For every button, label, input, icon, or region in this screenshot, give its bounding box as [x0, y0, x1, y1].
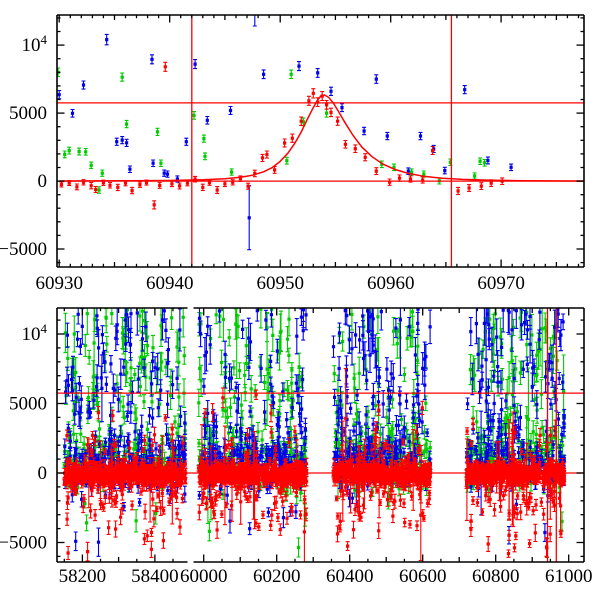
bottom-panel-y-label: 5000: [9, 394, 47, 415]
top-panel-y-label: −5000: [0, 239, 47, 260]
bottom-panel-scatter-red: [62, 368, 567, 562]
bottom-panel-x-label: 60400: [326, 566, 374, 587]
top-panel-scatter-red: [59, 61, 505, 210]
top-panel-scatter-blue: [57, 15, 514, 251]
bottom-panel-x-label: 60600: [399, 566, 447, 587]
bottom-panel-x-label: 58200: [59, 566, 107, 587]
bottom-panel-x-label: 60800: [472, 566, 520, 587]
top-panel-x-label: 60960: [367, 273, 415, 294]
top-panel-ticks: [57, 15, 584, 267]
bottom-panel-ticks: [57, 308, 584, 562]
bottom-panel-x-label: 58400: [131, 566, 179, 587]
top-panel-x-label: 60930: [35, 273, 83, 294]
bottom-panel-y-label: 104: [22, 321, 48, 345]
bottom-panel-x-label: 61000: [545, 566, 593, 587]
top-panel-x-label: 60940: [146, 273, 194, 294]
bottom-panel-scatter-green: [62, 308, 567, 558]
bottom-panel-y-label: 0: [38, 463, 48, 484]
bottom-panel: 58200 58400 60000 60200 60400 60600 60800 61000…: [0, 307, 592, 587]
top-panel-y-label: 0: [38, 171, 48, 192]
top-panel: 60930 60940 60950 60960 60970 −5000 0 5000 104: [0, 14, 585, 294]
top-panel-frame: [56, 14, 585, 268]
bottom-panel-data: [62, 308, 567, 562]
top-panel-tick-labels: 60930 60940 60950 60960 60970 −5000 0 5000 104: [0, 32, 525, 294]
top-panel-guide-lines: [57, 15, 584, 267]
top-panel-model-curve: [59, 94, 584, 182]
bottom-panel-x-label: 60000: [180, 566, 228, 587]
top-panel-x-label: 60970: [477, 273, 525, 294]
top-panel-data: [57, 15, 584, 251]
bottom-panel-tick-labels: 58200 58400 60000 60200 60400 60600 60800 61000…: [0, 321, 592, 587]
bottom-panel-guide-lines: [57, 308, 584, 562]
top-panel-x-label: 60950: [256, 273, 304, 294]
bottom-panel-y-label: −5000: [0, 533, 47, 554]
top-panel-y-label: 104: [22, 32, 48, 56]
top-panel-scatter-green: [57, 67, 487, 194]
bottom-panel-x-label: 60200: [253, 566, 301, 587]
top-panel-y-label: 5000: [9, 103, 47, 124]
